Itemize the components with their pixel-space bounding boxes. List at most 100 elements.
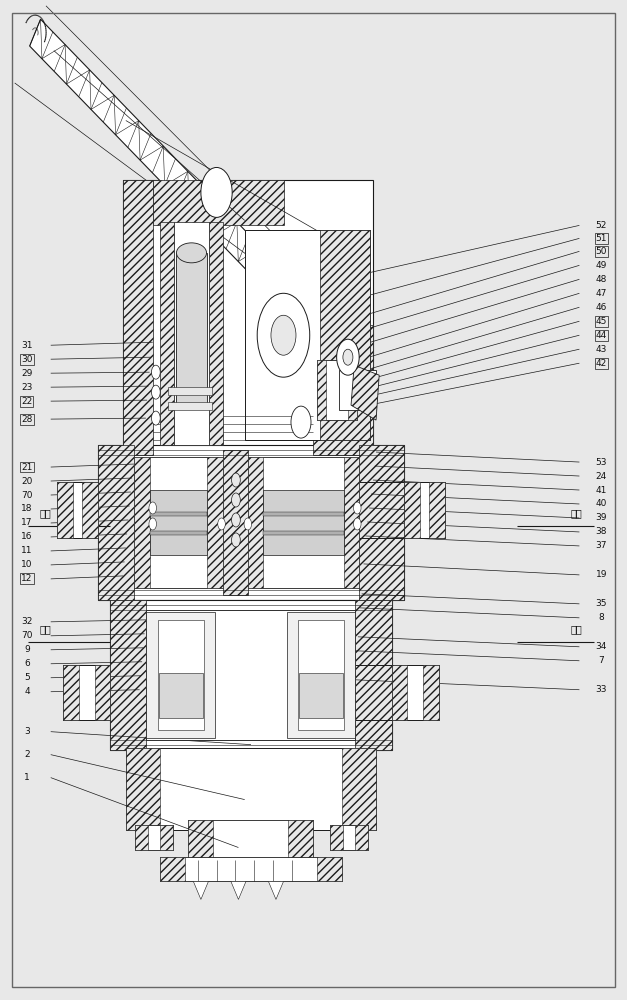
Text: 43: 43 [596, 345, 607, 354]
Text: 4: 4 [24, 687, 30, 696]
Text: 6: 6 [24, 659, 30, 668]
Bar [188, 820, 314, 859]
Polygon shape [268, 881, 283, 899]
Text: 11: 11 [21, 546, 33, 555]
Bar [299, 673, 343, 718]
Bar [356, 825, 368, 850]
Text: 24: 24 [596, 472, 607, 481]
Polygon shape [193, 881, 208, 899]
Bar [150, 531, 207, 535]
Bar [263, 531, 344, 535]
Bar [392, 665, 439, 720]
Text: 12: 12 [21, 574, 33, 583]
Bar [63, 665, 79, 720]
Bar [392, 665, 408, 720]
Bar [135, 825, 172, 850]
Text: 2: 2 [24, 750, 30, 759]
Text: 48: 48 [596, 275, 607, 284]
Bar [423, 665, 439, 720]
Bar [98, 445, 134, 600]
Text: 51: 51 [596, 234, 607, 243]
Circle shape [149, 518, 157, 530]
Circle shape [291, 406, 311, 438]
Text: 17: 17 [21, 518, 33, 527]
Text: 33: 33 [596, 685, 607, 694]
Circle shape [257, 293, 310, 377]
Text: 32: 32 [21, 617, 33, 626]
Text: 10: 10 [21, 560, 33, 569]
Bar [159, 673, 203, 718]
Bar [288, 820, 314, 859]
Bar [174, 222, 209, 445]
Text: 9: 9 [24, 645, 30, 654]
Circle shape [271, 315, 296, 355]
Circle shape [149, 502, 157, 514]
Bar [248, 457, 263, 588]
Text: 进气: 进气 [40, 508, 51, 518]
Bar [359, 445, 404, 600]
Circle shape [343, 349, 353, 365]
Text: 1: 1 [24, 773, 30, 782]
Bar [342, 748, 376, 830]
Bar [330, 825, 343, 850]
Bar [134, 457, 150, 588]
Bar [317, 360, 326, 420]
Circle shape [231, 493, 240, 507]
Bar [161, 825, 172, 850]
Text: 50: 50 [596, 247, 607, 256]
Text: 45: 45 [596, 317, 607, 326]
Text: 进气: 进气 [40, 624, 51, 634]
Bar [339, 370, 376, 410]
Bar [314, 325, 373, 455]
Circle shape [152, 411, 161, 425]
Text: 21: 21 [21, 463, 33, 472]
Text: 46: 46 [596, 303, 607, 312]
Bar [320, 230, 370, 440]
Bar [176, 253, 206, 408]
Circle shape [152, 365, 161, 379]
Circle shape [354, 502, 361, 514]
Bar [298, 620, 344, 730]
Bar [134, 457, 223, 588]
Bar [82, 482, 98, 538]
Bar [263, 512, 344, 516]
Text: 70: 70 [21, 491, 33, 500]
Bar [98, 445, 404, 600]
Bar [110, 600, 392, 750]
Text: 35: 35 [596, 599, 607, 608]
Circle shape [231, 473, 240, 487]
Bar [95, 665, 110, 720]
Bar [207, 457, 223, 588]
Circle shape [218, 518, 225, 530]
Text: 22: 22 [21, 397, 33, 406]
Bar [344, 457, 359, 588]
Text: 29: 29 [21, 369, 33, 378]
Bar [150, 512, 207, 516]
Bar [168, 387, 211, 395]
Bar [188, 820, 213, 859]
Circle shape [244, 518, 251, 530]
Bar [168, 402, 211, 410]
Bar [245, 230, 370, 440]
Text: 38: 38 [596, 527, 607, 536]
Bar [317, 360, 357, 420]
Bar [123, 180, 153, 455]
Text: 20: 20 [21, 477, 33, 486]
Bar [126, 748, 161, 830]
Text: 53: 53 [596, 458, 607, 467]
Bar [110, 600, 147, 750]
Bar [287, 612, 356, 738]
Bar [63, 665, 110, 720]
Text: 39: 39 [596, 513, 607, 522]
Text: 30: 30 [21, 355, 33, 364]
Circle shape [354, 518, 361, 530]
Bar [317, 857, 342, 881]
Circle shape [231, 533, 240, 547]
Text: 47: 47 [596, 289, 607, 298]
Circle shape [201, 167, 232, 217]
Text: 34: 34 [596, 642, 607, 651]
Text: 31: 31 [21, 341, 33, 350]
Bar [429, 482, 445, 538]
Bar [348, 360, 357, 420]
Text: 28: 28 [21, 415, 33, 424]
